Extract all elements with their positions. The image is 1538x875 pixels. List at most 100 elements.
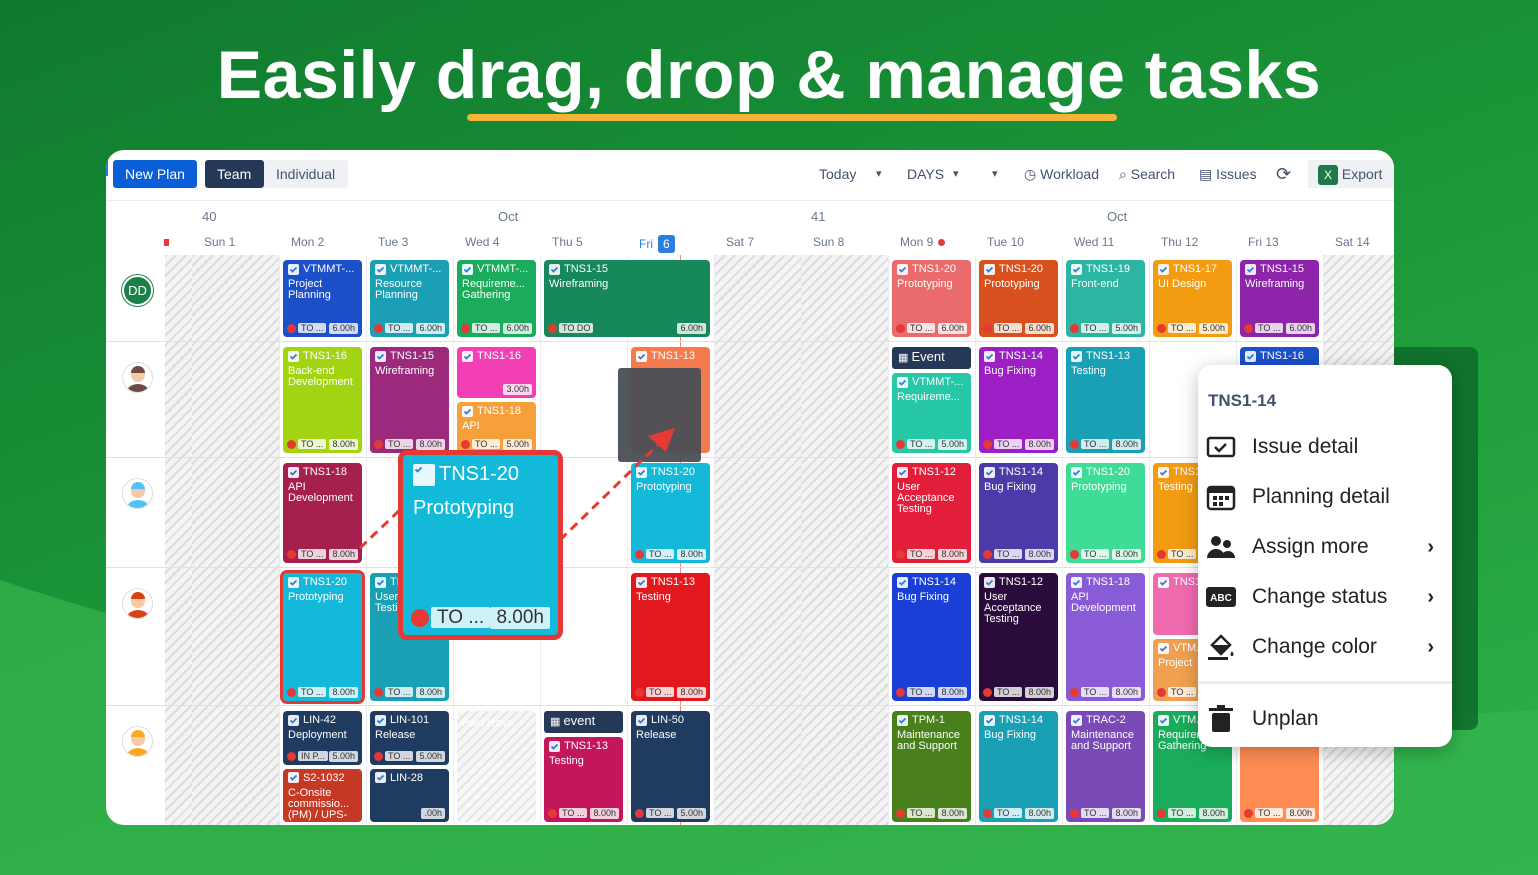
status-dot [1244,809,1253,819]
status-dot [287,688,296,698]
task-card[interactable]: TNS1-15 Wireframing TO ... 6.00h [1240,260,1319,337]
status-pill: TO ... [907,808,936,818]
status-pill: TO ... [994,549,1023,559]
day-label: Thu 5 [552,235,583,249]
task-key-row: VTMMT-... [375,263,444,275]
hours-pill: 8.00h [329,687,358,698]
task-title: API Development [1071,592,1136,614]
task-card[interactable]: TNS1-12 User Acceptance Testing TO ... 8.00… [892,463,971,563]
task-footer: TO ... 8.00h [287,439,358,450]
task-card[interactable]: TNS1-17 UI Design TO ... 5.00h [1153,260,1232,337]
task-card[interactable]: LIN-50 Release TO ... 5.00h [631,711,710,822]
task-key: TNS1-15 [564,263,609,275]
event-chip: ▦ Event [892,347,971,369]
issues-button[interactable]: ▤ Issues [1199,166,1257,182]
task-key: VTMMT-... [303,263,355,275]
task-title: Wireframing [549,279,609,290]
status-pill: TO ... [385,687,414,697]
task-card[interactable]: TNS1-13 Testing TO ... 8.00h [1066,347,1145,453]
task-card[interactable]: TNS1-13 Testing TO ... 8.00h [544,737,623,822]
task-footer: TO ... 5.00h [1157,323,1228,334]
task-card[interactable]: TNS1-20 Prototyping TO ... 6.00h [892,260,971,337]
day-label: Mon 9 [900,235,946,249]
task-card[interactable]: VTMMT-... Resource Planning TO ... 6.00h [370,260,449,337]
task-title: Front-end [1071,279,1119,290]
status: TO ... [983,687,1023,698]
caret[interactable]: ▾ [876,168,882,180]
hours-pill: 5.00h [503,439,532,450]
caret[interactable]: ▾ [992,168,998,180]
task-card[interactable]: TPM-1 Maintenance and Support TO ... 8.00h [892,711,971,822]
menu-item[interactable]: Change color › [1198,627,1452,667]
task-card[interactable]: TNS1-20 Prototyping TO ... 8.00h [283,573,362,701]
task-card[interactable]: TNS1-18 API TO ... 5.00h [457,402,536,453]
task-card[interactable]: LIN-28 .00h [370,768,449,822]
task-card[interactable]: TRAC-2 Maintenance and Support TO ... 8.00h [1066,711,1145,822]
task-card[interactable]: TNS1-13 Testing TO ... 8.00h [631,573,710,701]
task-card[interactable]: S2-1032 C-Onsite commissio... (PM) / UPS- [283,768,362,822]
search-button[interactable]: ⌕ Search [1119,166,1176,182]
status-pill: TO ... [1081,549,1110,559]
day-label: Tue 3 [378,235,409,249]
task-card[interactable]: VTMMT-... Project Planning TO ... 6.00h [283,260,362,337]
excel-icon: X [1318,165,1338,186]
status-pill: TO ... [994,808,1023,818]
today-button[interactable]: Today [819,166,857,182]
status: TO ... [411,607,491,629]
task-title: Requireme... [897,392,960,403]
status: TO ... [896,808,936,819]
task-key: TNS1-20 [912,263,957,275]
days-select[interactable]: DAYS [907,166,945,182]
task-card[interactable]: LIN-42 Deployment IN P... 5.00h [283,711,362,765]
task-key-row: TNS1-14 [984,350,1053,362]
individual-tab[interactable]: Individual [264,160,348,188]
task-card[interactable]: TNS1-14 Bug Fixing TO ... 8.00h [979,347,1058,453]
new-plan-button[interactable]: New Plan [113,160,197,188]
task-card[interactable]: TNS1-16 Back-end Development TO ... 8.00h [283,347,362,453]
menu-item[interactable]: Assign more › [1198,527,1452,567]
task-card[interactable]: TNS1-12 User Acceptance Testing TO ... 8.00… [979,573,1058,701]
task-card[interactable]: TNS1-16 3.00h [457,347,536,398]
task-card[interactable]: TNS1-19 Front-end TO ... 5.00h [1066,260,1145,337]
workload-label: Workload [1040,166,1099,182]
leave-block[interactable]: Paid leave [457,711,536,822]
menu-item[interactable]: Planning detail [1198,477,1452,517]
export-button[interactable]: X Export [1308,160,1394,188]
caret[interactable]: ▾ [953,168,959,180]
hours-pill: 6.00h [1025,323,1054,334]
task-card[interactable]: TNS1-18 API Development TO ... 8.00h [1066,573,1145,701]
status-dot [1070,688,1079,698]
task-card[interactable]: TNS1-20 Prototyping TO ... 8.00h [403,455,558,635]
team-tab[interactable]: Team [205,160,264,188]
task-card[interactable]: TNS1-14 Bug Fixing TO ... 8.00h [979,463,1058,563]
task-title: Requireme... Gathering [462,279,525,301]
workload-button[interactable]: ◷ Workload [1024,166,1099,182]
task-footer: TO ... 5.00h [374,750,445,762]
task-card[interactable]: TNS1-20 Prototyping TO ... 8.00h [1066,463,1145,563]
task-key-row: TNS1-13 [636,350,705,362]
weekend-column [192,255,279,825]
menu-item[interactable]: ABC Change status › [1198,577,1452,617]
task-card[interactable]: TNS1-20 Prototyping TO ... 8.00h [631,463,710,563]
status-dot [411,608,429,627]
refresh-button[interactable]: ⟳ [1276,164,1292,184]
task-card[interactable]: VTM... Requirem... Gathering TO ... 8.00h [1153,711,1232,822]
task-card[interactable]: TNS1-14 Bug Fixing TO ... 8.00h [979,711,1058,822]
status: TO ... [461,323,501,334]
task-footer: TO ... 8.00h [896,687,967,698]
task-card[interactable]: TNS1-14 Bug Fixing TO ... 8.00h [892,573,971,701]
task-card[interactable]: TNS1-15 Wireframing TO ... 8.00h [370,347,449,453]
task-card[interactable]: VTMMT-... Requireme... TO ... 5.00h [892,373,971,453]
menu-item-label: Change status [1252,585,1388,608]
status-dot [548,809,557,819]
menu-item[interactable]: Unplan [1198,699,1452,739]
menu-item[interactable]: Issue detail [1198,427,1452,467]
planner-card: New Plan Team Individual Today ▾ DAYS ▾ … [106,150,1394,825]
task-card[interactable]: TNS1-20 Prototyping TO ... 6.00h [979,260,1058,337]
task-card[interactable]: TNS1-18 API Development TO ... 8.00h [283,463,362,563]
task-card[interactable]: VTMMT-... Requireme... Gathering TO ... 6.0… [457,260,536,337]
task-card[interactable]: LIN-101 Release TO ... 5.00h [370,711,449,765]
status-pill: TO ... [994,439,1023,449]
task-card[interactable]: TNS1-15 Wireframing TO DO 6.00h [544,260,710,337]
day-label: Sat 7 [726,235,755,249]
